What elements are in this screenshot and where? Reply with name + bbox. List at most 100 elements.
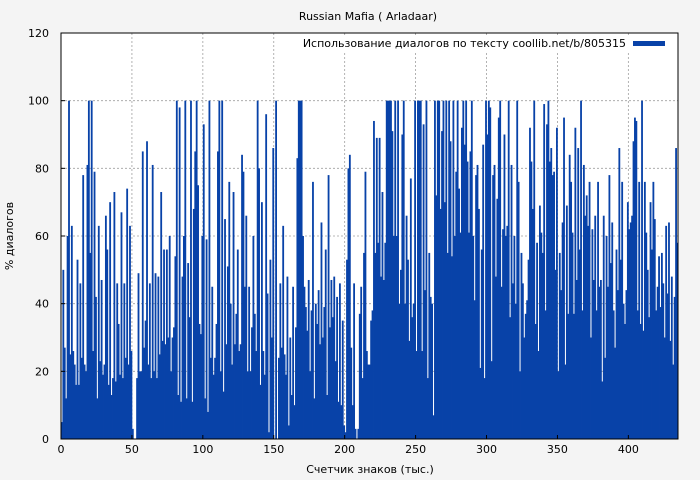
bar bbox=[187, 263, 190, 439]
bar bbox=[621, 181, 624, 439]
bar bbox=[218, 100, 221, 440]
bar bbox=[453, 236, 456, 439]
bar bbox=[601, 381, 604, 439]
bar bbox=[499, 100, 502, 440]
bar bbox=[231, 364, 234, 439]
bar bbox=[504, 236, 507, 439]
bar bbox=[672, 364, 675, 439]
bar bbox=[514, 303, 517, 439]
bar bbox=[448, 100, 451, 440]
bar bbox=[339, 283, 341, 439]
bar bbox=[153, 371, 156, 439]
bar bbox=[455, 171, 458, 439]
bar bbox=[388, 100, 391, 440]
bar bbox=[66, 236, 69, 439]
bar bbox=[61, 422, 63, 439]
bar bbox=[243, 286, 246, 439]
bar bbox=[517, 181, 520, 439]
bar bbox=[283, 354, 286, 439]
bar bbox=[415, 351, 418, 439]
bar bbox=[609, 263, 612, 439]
bar bbox=[432, 415, 435, 439]
legend: Использование диалогов по тексту coollib… bbox=[303, 36, 674, 51]
bar bbox=[662, 283, 665, 439]
bar bbox=[224, 219, 226, 439]
bar bbox=[419, 100, 422, 440]
bar bbox=[285, 374, 287, 439]
bar bbox=[482, 144, 485, 439]
bar bbox=[463, 144, 466, 439]
bar bbox=[292, 286, 295, 439]
bar bbox=[374, 252, 377, 439]
bar bbox=[486, 134, 489, 439]
bar bbox=[428, 252, 431, 439]
bar bbox=[615, 249, 618, 439]
bar bbox=[591, 229, 594, 439]
bar bbox=[456, 100, 459, 440]
bar bbox=[357, 428, 360, 439]
bar bbox=[612, 310, 615, 439]
bar bbox=[422, 124, 425, 439]
bar bbox=[634, 117, 636, 439]
bar bbox=[487, 100, 490, 440]
bar bbox=[89, 252, 92, 439]
bar bbox=[426, 378, 429, 439]
bar bbox=[385, 100, 388, 440]
bar bbox=[652, 181, 655, 439]
bar bbox=[232, 192, 235, 439]
bar bbox=[279, 283, 282, 439]
bar bbox=[236, 249, 239, 439]
bar bbox=[503, 134, 506, 439]
bar bbox=[103, 364, 106, 439]
bar bbox=[607, 286, 609, 439]
bar bbox=[554, 269, 557, 439]
bar bbox=[469, 151, 472, 439]
bar bbox=[598, 286, 601, 439]
bar bbox=[370, 320, 373, 439]
x-tick-label: 50 bbox=[125, 443, 139, 456]
bar bbox=[536, 242, 538, 439]
bar bbox=[580, 100, 582, 440]
bar bbox=[663, 337, 666, 439]
x-tick-label: 400 bbox=[618, 443, 639, 456]
bar bbox=[278, 357, 280, 439]
bar bbox=[381, 192, 384, 439]
bar bbox=[96, 398, 99, 439]
bar bbox=[320, 222, 323, 439]
bar bbox=[241, 154, 243, 440]
bar bbox=[373, 120, 375, 439]
bar bbox=[624, 323, 626, 439]
bar bbox=[270, 337, 273, 439]
bar bbox=[119, 374, 121, 439]
bar bbox=[251, 327, 253, 439]
bar bbox=[350, 347, 353, 439]
bar bbox=[70, 225, 73, 439]
bar bbox=[604, 357, 607, 439]
bar bbox=[538, 205, 541, 439]
bar bbox=[353, 283, 356, 439]
bar bbox=[611, 222, 614, 439]
y-tick-label: 80 bbox=[35, 162, 49, 175]
bar bbox=[131, 428, 134, 439]
bar bbox=[245, 215, 248, 439]
bar bbox=[495, 276, 497, 439]
bar bbox=[280, 347, 283, 439]
bar bbox=[347, 168, 350, 440]
bar bbox=[407, 259, 409, 439]
bar bbox=[321, 337, 324, 439]
bar bbox=[221, 100, 224, 440]
bar bbox=[104, 215, 107, 439]
bar bbox=[529, 127, 531, 439]
bar bbox=[168, 236, 171, 439]
bar bbox=[121, 378, 124, 439]
bar bbox=[500, 286, 503, 439]
bar bbox=[334, 361, 337, 439]
bar bbox=[648, 317, 651, 439]
bar bbox=[92, 351, 95, 439]
bar bbox=[222, 391, 225, 439]
bar bbox=[126, 188, 129, 439]
bar bbox=[602, 215, 605, 439]
bar bbox=[217, 151, 219, 439]
bar bbox=[646, 269, 649, 439]
